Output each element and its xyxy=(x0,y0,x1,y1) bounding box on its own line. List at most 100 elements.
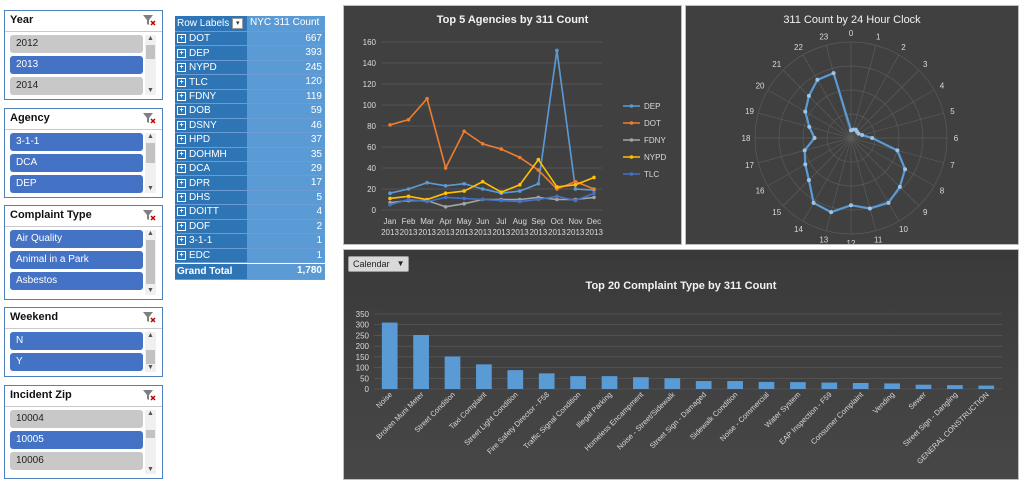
radar-point[interactable] xyxy=(806,178,811,183)
radar-point[interactable] xyxy=(867,206,872,211)
data-point[interactable] xyxy=(406,117,411,122)
radar-point[interactable] xyxy=(903,167,908,172)
series-line-nypd[interactable] xyxy=(389,158,595,201)
slicer-item[interactable]: Y xyxy=(10,353,143,371)
slicer-scrollbar[interactable]: ▲ ▼ xyxy=(145,35,156,95)
pivot-row[interactable]: + DOB 59 xyxy=(175,104,325,119)
data-point[interactable] xyxy=(443,195,448,200)
radar-point[interactable] xyxy=(886,200,891,205)
data-point[interactable] xyxy=(462,181,466,186)
calendar-filter-button[interactable]: Calendar ▼ xyxy=(348,256,409,272)
line-chart-panel[interactable]: Top 5 Agencies by 311 Count 0 20 40 60 80 100… xyxy=(343,5,682,245)
bar[interactable] xyxy=(444,356,461,389)
data-point[interactable] xyxy=(425,96,429,101)
slicer-item[interactable]: N xyxy=(10,332,143,350)
radar-point[interactable] xyxy=(806,93,811,98)
radar-point[interactable] xyxy=(831,71,836,76)
scroll-thumb[interactable] xyxy=(146,430,155,438)
clear-filter-icon[interactable] xyxy=(142,388,156,402)
data-point[interactable] xyxy=(536,197,541,202)
scroll-thumb[interactable] xyxy=(146,350,155,364)
data-point[interactable] xyxy=(443,205,448,209)
data-point[interactable] xyxy=(425,180,429,185)
scroll-up-icon[interactable]: ▲ xyxy=(147,35,154,42)
data-point[interactable] xyxy=(555,194,559,199)
series-line-tlc[interactable] xyxy=(389,192,595,206)
radar-series-line[interactable] xyxy=(803,71,907,214)
radar-point[interactable] xyxy=(849,203,853,208)
slicer-item[interactable]: 10004 xyxy=(10,410,143,428)
radar-point[interactable] xyxy=(895,148,900,153)
data-point[interactable] xyxy=(462,196,466,201)
data-point[interactable] xyxy=(573,198,578,203)
expand-plus-icon[interactable]: + xyxy=(177,221,186,231)
data-point[interactable] xyxy=(406,187,411,191)
scroll-up-icon[interactable]: ▲ xyxy=(147,332,154,339)
data-point[interactable] xyxy=(518,183,522,187)
slicer-item[interactable]: DCA xyxy=(10,154,143,172)
scroll-down-icon[interactable]: ▼ xyxy=(147,466,154,473)
expand-plus-icon[interactable]: + xyxy=(177,236,186,246)
radar-point[interactable] xyxy=(897,184,902,189)
bar[interactable] xyxy=(381,322,398,389)
bar[interactable] xyxy=(695,381,712,389)
radar-point[interactable] xyxy=(860,133,865,138)
data-point[interactable] xyxy=(443,191,448,195)
bar[interactable] xyxy=(727,381,743,389)
expand-plus-icon[interactable]: + xyxy=(177,91,186,101)
data-point[interactable] xyxy=(536,157,541,162)
slicer-item[interactable]: 10006 xyxy=(10,452,143,470)
bar[interactable] xyxy=(633,377,649,389)
data-point[interactable] xyxy=(518,199,522,204)
radar-point[interactable] xyxy=(807,124,812,129)
bar[interactable] xyxy=(507,370,524,389)
pivot-row[interactable]: + NYPD 245 xyxy=(175,60,325,76)
pivot-row[interactable]: +3-1-1 1 xyxy=(175,234,325,249)
scroll-down-icon[interactable]: ▼ xyxy=(147,364,154,371)
bar[interactable] xyxy=(570,376,586,389)
data-point[interactable] xyxy=(388,191,392,195)
bar[interactable] xyxy=(884,383,900,389)
data-point[interactable] xyxy=(518,155,522,160)
pivot-row[interactable]: + DPR 17 xyxy=(175,176,325,191)
expand-plus-icon[interactable]: + xyxy=(177,120,186,130)
expand-plus-icon[interactable]: + xyxy=(177,63,186,73)
radar-chart-panel[interactable]: 311 Count by 24 Hour Clock 0 1 2 3 4 5 6 7 8 9 10 1… xyxy=(685,5,1019,245)
data-point[interactable] xyxy=(480,187,485,191)
pivot-row[interactable]: + DSNY 46 xyxy=(175,118,325,134)
expand-plus-icon[interactable]: + xyxy=(177,193,186,203)
expand-plus-icon[interactable]: + xyxy=(177,48,186,58)
expand-plus-icon[interactable]: + xyxy=(177,250,186,260)
pivot-row[interactable]: + DOHMH 35 xyxy=(175,147,325,162)
expand-plus-icon[interactable]: + xyxy=(177,149,186,159)
bar[interactable] xyxy=(947,385,963,389)
data-point[interactable] xyxy=(499,190,504,194)
pivot-row[interactable]: + DHS 5 xyxy=(175,190,325,206)
data-point[interactable] xyxy=(406,197,411,202)
data-point[interactable] xyxy=(555,185,559,189)
data-point[interactable] xyxy=(462,189,466,193)
clear-filter-icon[interactable] xyxy=(142,208,156,222)
pivot-row[interactable]: + DEP 393 xyxy=(175,46,325,61)
data-point[interactable] xyxy=(443,166,448,170)
scroll-up-icon[interactable]: ▲ xyxy=(147,230,154,237)
bar-chart-panel[interactable]: Calendar ▼ Top 20 Complaint Type by 311 … xyxy=(343,249,1019,480)
data-point[interactable] xyxy=(555,48,559,53)
data-point[interactable] xyxy=(462,129,466,134)
scroll-down-icon[interactable]: ▼ xyxy=(147,185,154,192)
pivot-row[interactable]: + DCA 29 xyxy=(175,161,325,177)
clear-filter-icon[interactable] xyxy=(142,111,156,125)
expand-plus-icon[interactable]: + xyxy=(177,34,186,44)
series-line-dot[interactable] xyxy=(389,97,595,190)
clear-filter-icon[interactable] xyxy=(142,13,156,27)
pivot-row[interactable]: + DOT 667 xyxy=(175,32,325,47)
pivot-row[interactable]: + DOF 2 xyxy=(175,219,325,235)
radar-point[interactable] xyxy=(870,136,875,140)
radar-point[interactable] xyxy=(815,77,820,82)
data-point[interactable] xyxy=(462,201,466,206)
radar-point[interactable] xyxy=(829,210,834,215)
data-point[interactable] xyxy=(499,198,504,203)
slicer-item[interactable]: Asbestos xyxy=(10,272,143,290)
bar[interactable] xyxy=(538,373,555,389)
data-point[interactable] xyxy=(388,202,392,207)
